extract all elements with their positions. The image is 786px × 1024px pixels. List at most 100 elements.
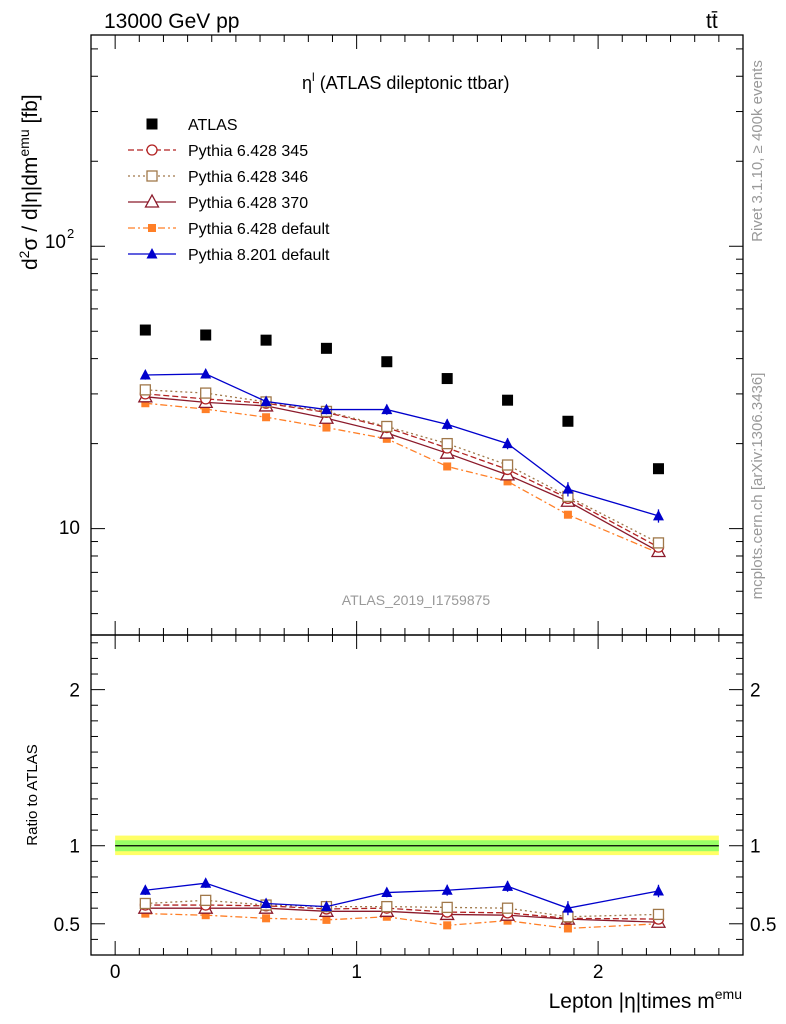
ratio-point — [502, 880, 514, 891]
legend-symbol-pythia6-345 — [128, 144, 176, 156]
ratio-line-pythia-8-201-default — [145, 882, 659, 909]
data-point — [503, 477, 512, 486]
legend-marker — [146, 170, 158, 182]
x-tick-label: 1 — [351, 962, 362, 983]
data-point — [652, 537, 665, 549]
ratio-y-tick-label-left: 2 — [69, 681, 80, 702]
data-point — [201, 405, 210, 414]
legend-label-pythia6-default: Pythia 6.428 default — [188, 221, 330, 238]
series-pythia-6-428-370 — [137, 388, 667, 558]
series-line-pythia-8-201-default — [145, 373, 659, 517]
plot-title: ηl (ATLAS dileptonic ttbar) — [302, 70, 509, 93]
x-tick-label: 2 — [593, 962, 604, 983]
series-line-pythia-6-428-default — [145, 402, 659, 554]
data-point — [200, 387, 212, 399]
ratio-y-tick-label-right: 1 — [750, 837, 761, 858]
data-point — [139, 368, 151, 380]
ratio-panel: 0.5 0.5 1 1 2 2 0 1 2 Ratio to ATLAS Lepton |η|t… — [24, 634, 777, 1013]
data-point — [562, 483, 574, 494]
data-point — [502, 394, 514, 406]
energy-label: 13000 GeV pp — [104, 10, 239, 33]
main-y-axis-label: d2σ / d|η|dmemu [fb] — [16, 94, 42, 270]
legend-marker — [148, 224, 156, 232]
ratio-point — [501, 902, 514, 914]
data-point — [320, 403, 332, 415]
data-point — [381, 420, 393, 433]
legend-symbol-pythia6-370 — [128, 193, 176, 208]
ratio-axis-ticks — [90, 635, 744, 955]
rivet-label: Rivet 3.1.10, ≥ 400k events — [749, 60, 766, 242]
ratio-point — [262, 914, 271, 923]
ratio-frame — [90, 634, 744, 956]
legend: ATLAS Pythia 6.428 345 Pythia 6.428 346 … — [128, 117, 330, 264]
ratio-tick-labels: 0.5 0.5 1 1 2 2 0 1 2 — [54, 681, 777, 983]
y-tick-label-100-exponent: 2 — [67, 226, 74, 241]
data-point — [139, 384, 151, 396]
ratio-series-pythia-8-201-default — [139, 877, 664, 916]
data-point — [139, 324, 151, 336]
x-tick-label: 0 — [110, 962, 121, 983]
ratio-y-tick-label-right: 2 — [750, 681, 761, 702]
ratio-line-pythia-6-428-default — [145, 912, 659, 930]
ratio-point — [381, 900, 393, 913]
main-panel: 10 10 2 d2σ / d|η|dmemu [fb] ηl (ATLAS d… — [16, 34, 744, 636]
series-pythia-8-201-default — [139, 367, 664, 523]
ratio-point — [201, 911, 210, 920]
data-point — [563, 510, 572, 519]
mcplots-label: mcplots.cern.ch [arXiv:1306.3436] — [749, 373, 766, 600]
ratio-point — [441, 884, 453, 895]
series-pythia-6-428-default — [141, 399, 663, 557]
main-series-layer — [137, 324, 667, 558]
ratio-point — [200, 877, 212, 888]
legend-marker — [146, 144, 158, 156]
legend-label-atlas: ATLAS — [188, 117, 238, 134]
ratio-series-layer — [137, 877, 667, 933]
data-point — [260, 334, 272, 346]
data-point — [652, 463, 664, 475]
legend-item-pythia6-345: Pythia 6.428 345 — [128, 143, 308, 160]
legend-label-pythia6-370: Pythia 6.428 370 — [188, 195, 308, 212]
legend-symbol-pythia8-default — [128, 248, 176, 259]
data-point — [441, 373, 453, 385]
data-point — [200, 329, 212, 341]
ratio-point — [443, 921, 452, 930]
legend-symbol-pythia6-346 — [128, 170, 176, 182]
legend-marker — [144, 193, 160, 208]
legend-label-pythia6-346: Pythia 6.428 346 — [188, 169, 308, 186]
data-point — [652, 509, 664, 521]
data-point — [443, 462, 452, 471]
legend-symbol-atlas — [146, 118, 158, 130]
x-axis-label: Lepton |η|times memu — [549, 986, 742, 1013]
y-tick-label-100: 10 — [45, 232, 66, 253]
process-label: tt̄ — [706, 10, 718, 33]
ratio-point — [260, 897, 272, 908]
ratio-point — [652, 885, 664, 896]
data-point — [260, 395, 272, 406]
data-point — [381, 356, 393, 368]
ratio-point — [562, 902, 574, 913]
ratio-series-pythia-6-428-default — [141, 909, 663, 933]
legend-item-pythia6-default: Pythia 6.428 default — [128, 221, 330, 238]
legend-item-pythia8-default: Pythia 8.201 default — [128, 247, 330, 264]
ratio-point — [139, 897, 151, 910]
data-point — [441, 437, 453, 450]
series-line-pythia-6-428-345 — [145, 393, 659, 548]
y-tick-label-10: 10 — [59, 518, 80, 539]
data-point — [262, 413, 271, 422]
ratio-y-tick-label-right: 0.5 — [750, 915, 776, 936]
data-point — [501, 459, 514, 471]
analysis-watermark: ATLAS_2019_I1759875 — [342, 592, 491, 608]
ratio-y-axis-label: Ratio to ATLAS — [24, 744, 41, 845]
legend-item-pythia6-346: Pythia 6.428 346 — [128, 169, 308, 186]
ratio-point — [381, 886, 393, 898]
data-point — [441, 418, 453, 429]
legend-label-pythia6-345: Pythia 6.428 345 — [188, 143, 308, 160]
data-point — [562, 415, 574, 427]
ratio-y-tick-label-left: 1 — [69, 837, 80, 858]
main-axis-ticks — [90, 35, 744, 635]
ratio-point — [322, 915, 331, 924]
legend-marker — [146, 248, 158, 259]
ratio-point — [441, 901, 453, 914]
legend-item-pythia6-370: Pythia 6.428 370 — [128, 193, 308, 212]
